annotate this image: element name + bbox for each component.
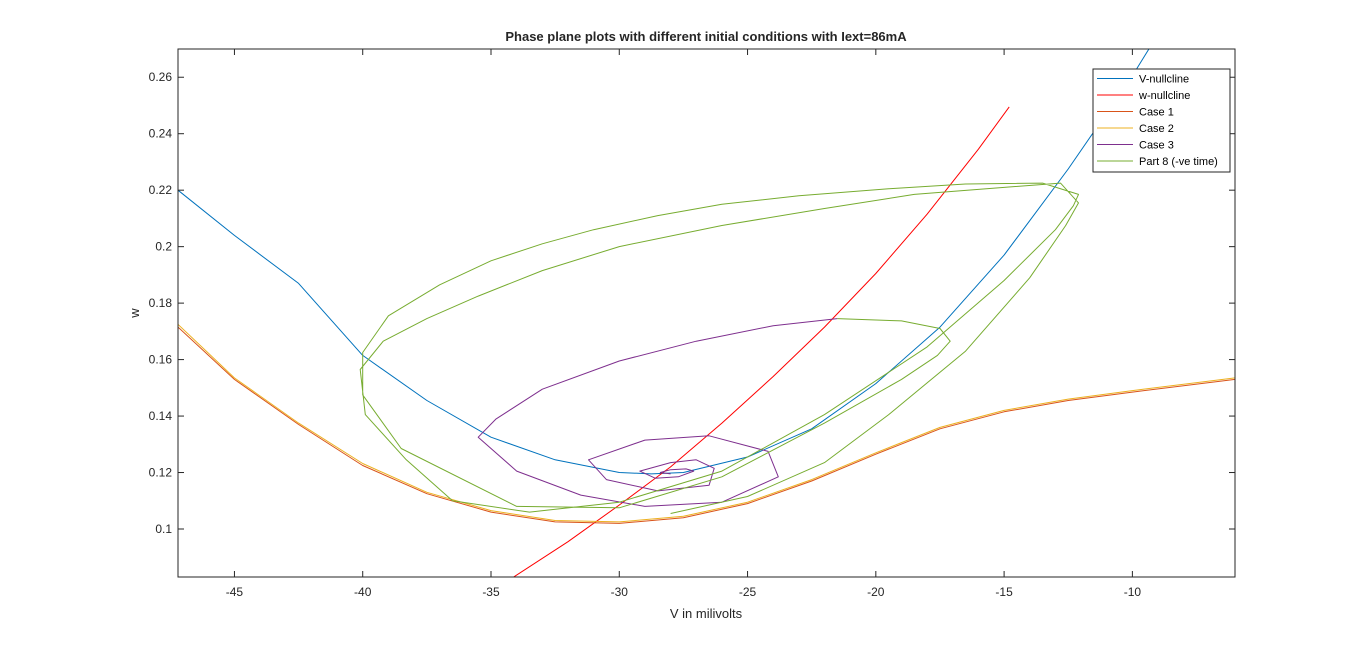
legend-entry: Case 3: [1139, 140, 1174, 152]
series-part-8-ve-time-line: [359, 182, 1079, 514]
legend-entry: V-nullcline: [1139, 74, 1189, 86]
legend: V-nullcline w-nullcline Case 1 Case 2 Case 3…: [1092, 68, 1231, 173]
plot-area: [178, 49, 1235, 577]
y-tick-label: 0.26: [149, 70, 173, 84]
legend-entry: w-nullcline: [1138, 90, 1190, 102]
legend-entry: Case 2: [1139, 123, 1174, 135]
y-axis-label: w: [127, 308, 142, 319]
y-tick-label: 0.16: [149, 353, 173, 367]
chart-title: Phase plane plots with different initial…: [505, 29, 907, 44]
axes-box: [177, 48, 1236, 578]
y-tick-label: 0.12: [149, 466, 173, 480]
legend-box: [1092, 68, 1231, 173]
x-tick-label: -35: [482, 585, 500, 599]
x-tick-label: -25: [739, 585, 757, 599]
legend-entry: Case 1: [1139, 107, 1174, 119]
x-tick-label: -20: [867, 585, 885, 599]
legend-entry: Part 8 (-ve time): [1139, 156, 1218, 168]
x-axis-label: V in milivolts: [670, 606, 743, 621]
x-tick-label: -15: [995, 585, 1013, 599]
y-tick-label: 0.24: [149, 127, 173, 141]
x-tick-label: -30: [611, 585, 629, 599]
series-case-1-line: [178, 326, 1235, 524]
x-tick-label: -40: [354, 585, 372, 599]
y-tick-label: 0.1: [155, 522, 172, 536]
curves-layer: [178, 49, 1235, 577]
y-tick-label: 0.2: [155, 240, 172, 254]
x-tick-label: -45: [226, 585, 244, 599]
x-tick-label: -10: [1124, 585, 1142, 599]
ticks-layer: -45 -40 -35 -30 -25 -20 -15 -10 0.1 0.12 0.14 0.16 0…: [149, 49, 1235, 599]
y-tick-label: 0.18: [149, 296, 173, 310]
y-tick-label: 0.14: [149, 409, 173, 423]
series-case-2-line: [178, 323, 1235, 523]
y-tick-label: 0.22: [149, 183, 173, 197]
series-case-3-line: [477, 318, 838, 507]
